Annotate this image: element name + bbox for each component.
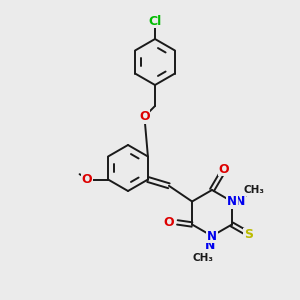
Text: N: N	[227, 195, 237, 208]
Text: Cl: Cl	[148, 15, 162, 28]
Text: N: N	[207, 230, 217, 242]
Text: O: O	[164, 216, 174, 229]
Text: CH₃: CH₃	[192, 253, 213, 263]
Text: O: O	[82, 173, 92, 186]
Text: N: N	[205, 239, 215, 252]
Text: N: N	[235, 195, 245, 208]
Text: O: O	[139, 110, 150, 123]
Text: S: S	[244, 228, 253, 242]
Text: O: O	[218, 163, 229, 176]
Text: CH₃: CH₃	[243, 185, 264, 195]
